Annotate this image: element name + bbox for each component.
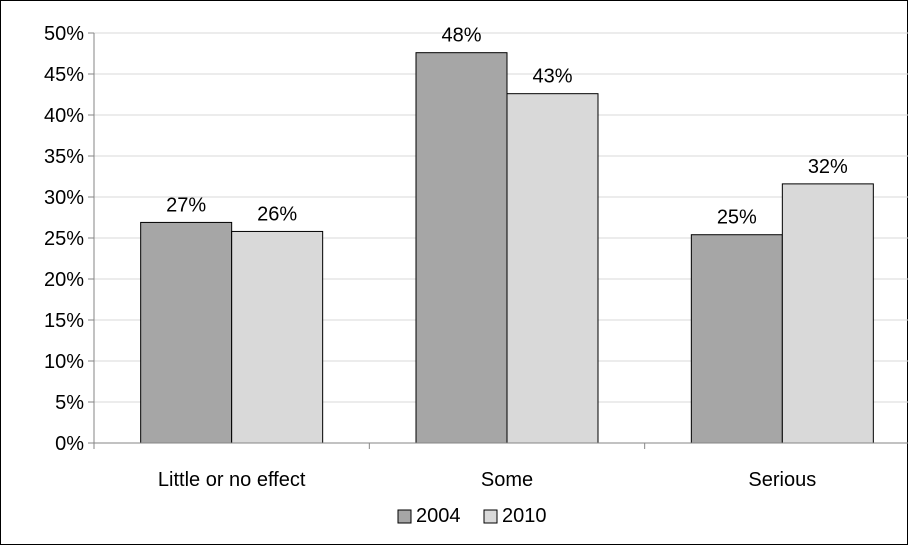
x-tick-label: Little or no effect	[158, 469, 306, 491]
bar-2004-0	[140, 221, 233, 444]
bar-2010-1	[506, 93, 599, 444]
legend: 2004 2010	[397, 505, 547, 527]
data-label: 48%	[441, 25, 481, 47]
data-labels: 27% 26% 48% 43% 25% 32%	[166, 25, 848, 229]
legend-label-2004: 2004	[416, 505, 461, 527]
bar-2004-2	[690, 234, 783, 444]
bar-2004-1	[415, 52, 508, 444]
y-axis: 0% 5% 10% 15% 20% 25% 30% 35% 40% 45% 50%	[44, 23, 95, 455]
data-label: 32%	[808, 156, 848, 178]
y-tick-label: 45%	[44, 64, 84, 86]
y-tick-label: 0%	[55, 433, 84, 455]
bars	[140, 52, 874, 444]
y-tick-label: 5%	[55, 392, 84, 414]
y-tick-label: 15%	[44, 310, 84, 332]
y-tick-label: 10%	[44, 351, 84, 373]
data-label: 27%	[166, 194, 206, 216]
y-tick-label: 40%	[44, 105, 84, 127]
bar-2010-2	[781, 183, 874, 444]
x-tick-label: Serious	[748, 469, 816, 491]
y-tick-label: 35%	[44, 146, 84, 168]
y-tick-label: 20%	[44, 269, 84, 291]
data-label: 26%	[257, 203, 297, 225]
legend-swatch-2004	[397, 509, 412, 524]
x-tick-label: Some	[481, 469, 533, 491]
data-label: 25%	[717, 207, 757, 229]
legend-swatch-2010	[483, 509, 498, 524]
data-label: 43%	[532, 66, 572, 88]
y-tick-label: 50%	[44, 23, 84, 45]
y-tick-label: 25%	[44, 228, 84, 250]
bar-2010-0	[231, 230, 324, 444]
y-tick-label: 30%	[44, 187, 84, 209]
x-axis: Little or no effect Some Serious	[93, 442, 908, 491]
legend-label-2010: 2010	[502, 505, 547, 527]
